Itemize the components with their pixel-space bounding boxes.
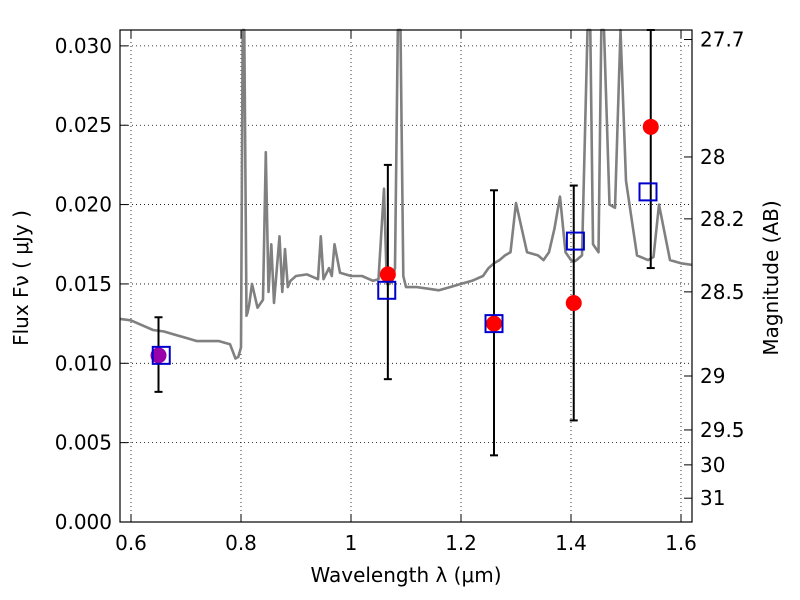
y-tick-label: 0.015 [55, 272, 112, 296]
axes: 0.6 0.8 1 1.2 1.4 1.6 0.000 0.005 0.010 0.015 0.02… [55, 28, 745, 555]
y2-tick-label: 29 [700, 364, 725, 388]
x-tick-label: 0.6 [115, 531, 147, 555]
y-tick-label: 0.030 [55, 34, 112, 58]
y2-tick-label: 28.5 [700, 280, 745, 304]
observed-points [150, 118, 659, 364]
y2-axis-label: Magnitude (AB) [759, 200, 783, 355]
x-axis-label: Wavelength λ (μm) [310, 563, 501, 587]
model-point [377, 280, 397, 300]
y-tick-label: 0.000 [55, 510, 112, 534]
model-point [484, 314, 504, 334]
model-point [638, 182, 658, 202]
observed-point [642, 118, 659, 135]
y-tick-label: 0.005 [55, 431, 112, 455]
y-tick-label: 0.020 [55, 193, 112, 217]
y2-tick-label: 29.5 [700, 418, 745, 442]
y-axis-label: Flux Fν ( μJy ) [9, 210, 33, 346]
y2-tick-label: 28 [700, 145, 725, 169]
spectrum-layer [119, 28, 693, 360]
x-tick-label: 0.8 [225, 531, 257, 555]
plot-frame [119, 29, 693, 523]
y2-tick-label: 31 [700, 486, 725, 510]
errorbar-layer [154, 29, 655, 457]
x-tick-label: 1 [345, 531, 358, 555]
model-points [151, 182, 658, 365]
y2-tick-label: 27.7 [700, 28, 745, 52]
y-tick-label: 0.010 [55, 351, 112, 375]
x-tick-label: 1.2 [445, 531, 477, 555]
model-point [565, 231, 585, 251]
spectrum-line [119, 28, 693, 360]
observed-point [379, 266, 396, 283]
y2-tick-label: 30 [700, 453, 725, 477]
model-point [151, 345, 171, 365]
x-tick-label: 1.6 [665, 531, 697, 555]
x-tick-label: 1.4 [555, 531, 587, 555]
observed-point [565, 294, 582, 311]
y-tick-label: 0.025 [55, 113, 112, 137]
y2-tick-label: 28.2 [700, 207, 745, 231]
observed-point [486, 315, 502, 332]
observed-point [150, 347, 167, 364]
